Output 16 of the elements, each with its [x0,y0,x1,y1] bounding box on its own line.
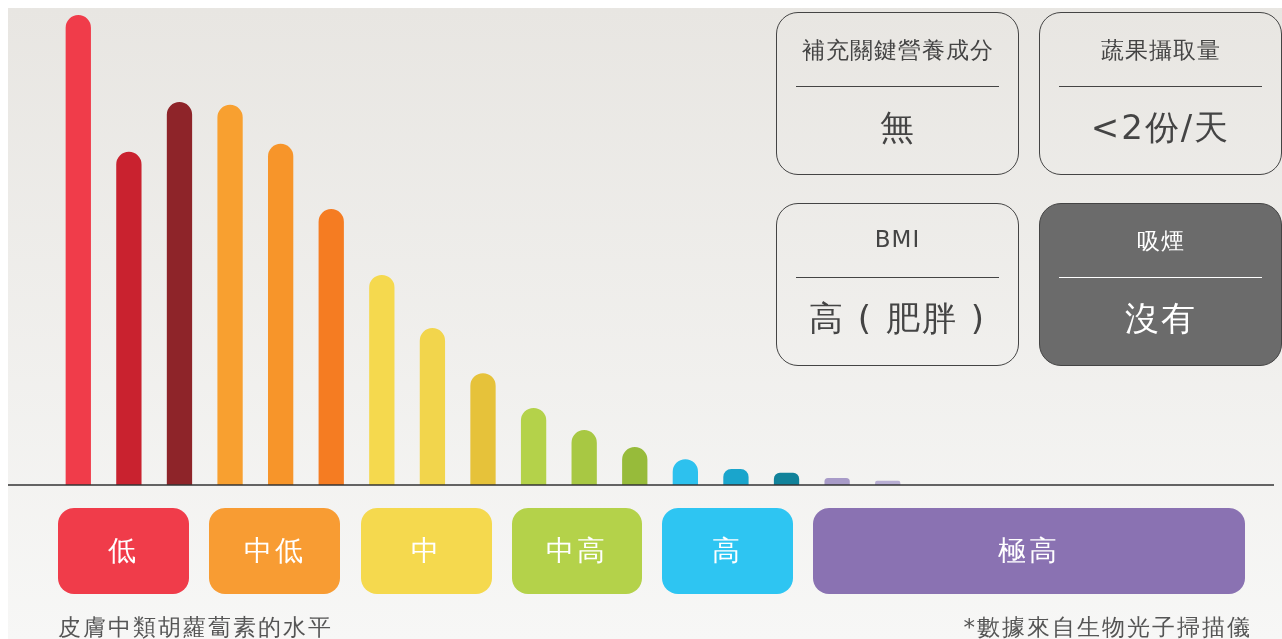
annotation: 高 ( 肥胖 ) [808,297,987,340]
text: 極高 [813,508,1245,594]
text: 中 [361,508,492,594]
text: 低 [58,508,189,594]
annotation: 補充關鍵營養成分 [800,36,995,65]
x-axis-title: 皮膚中類胡蘿蔔素的水平 [58,613,333,639]
text: <2份/天 [1089,106,1232,149]
text: 中低 [209,508,340,594]
text: 中高 [512,508,642,594]
annotation: BMI [873,226,922,252]
text: *數據來自生物光子掃描儀 [963,613,1252,639]
text: 吸煙 [1135,227,1186,256]
text: 沒有 [1123,297,1198,340]
text: 高 [662,508,793,594]
annotation: 無 [878,106,917,149]
text: 蔬果攝取量 [1099,36,1222,65]
